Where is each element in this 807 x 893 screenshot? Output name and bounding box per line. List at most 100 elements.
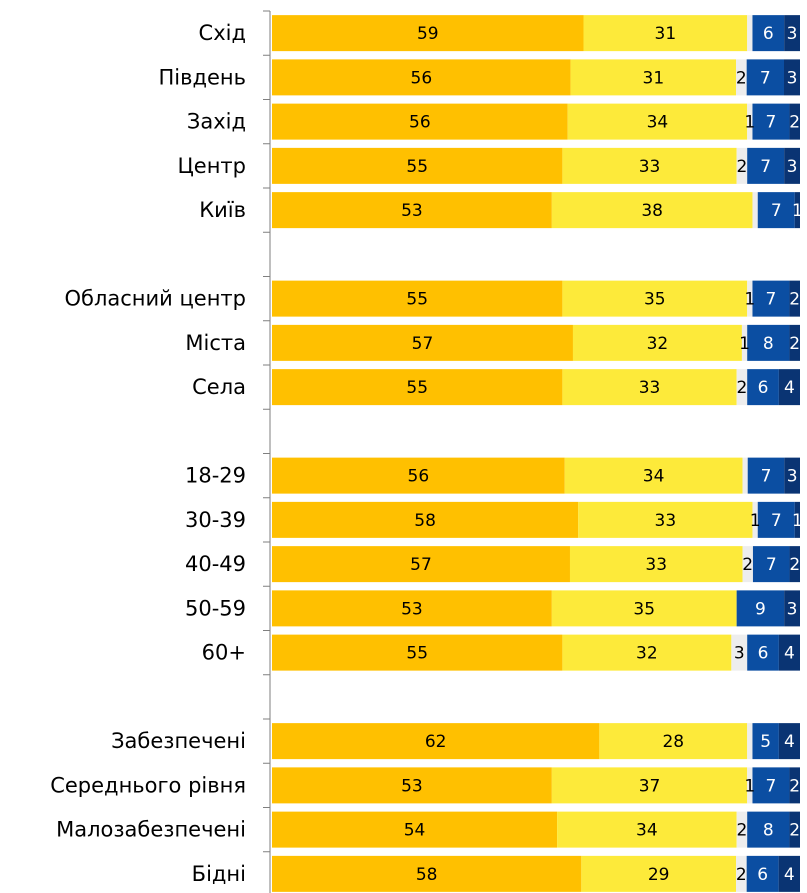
data-label: 7	[766, 776, 777, 796]
data-label: 34	[643, 467, 665, 487]
data-label: 5	[760, 732, 771, 752]
data-label: 62	[425, 732, 447, 752]
data-label: 2	[736, 68, 747, 88]
data-label: 2	[737, 821, 748, 841]
bar-segment	[272, 280, 563, 317]
data-label: 58	[414, 511, 436, 531]
data-label: 6	[758, 378, 769, 398]
bar-segment	[736, 855, 747, 892]
data-label: 9	[755, 599, 766, 619]
data-label: 3	[787, 467, 798, 487]
bar-segment	[272, 15, 584, 52]
bar-segment	[578, 501, 753, 538]
bar-segment	[747, 369, 779, 406]
category-label: Схід	[199, 21, 246, 45]
bar-segment	[789, 767, 800, 804]
bar-segment	[272, 192, 552, 229]
bar-segment	[784, 15, 800, 52]
bar-segment	[794, 501, 800, 538]
data-label: 4	[784, 732, 795, 752]
bar-segment	[272, 811, 558, 848]
bar-segment	[272, 103, 568, 140]
data-label: 4	[784, 644, 795, 664]
data-label: 2	[737, 378, 748, 398]
bar-segment	[562, 280, 748, 317]
data-label: 55	[406, 157, 428, 177]
bar-segment	[736, 590, 785, 627]
bar-segment	[272, 767, 552, 804]
bar-segment	[747, 634, 779, 671]
category-label: Бідні	[192, 862, 246, 886]
bar-segment	[562, 634, 732, 671]
data-label: 1	[739, 334, 750, 354]
bar-segment	[736, 59, 747, 96]
bar-segment	[557, 811, 737, 848]
bar-segment	[567, 103, 748, 140]
bar-segment	[551, 192, 753, 229]
data-label: 2	[789, 113, 800, 133]
data-label: 7	[761, 467, 772, 487]
category-label: Малозабезпечені	[56, 818, 246, 842]
category-label: Південь	[158, 65, 246, 89]
data-label: 3	[734, 644, 745, 664]
data-label: 1	[792, 511, 803, 531]
data-label: 56	[409, 113, 431, 133]
bar-segment	[789, 103, 800, 140]
data-label: 3	[787, 68, 798, 88]
bar-segment	[752, 501, 758, 538]
bar-segment	[736, 811, 748, 848]
bar-segment	[272, 634, 563, 671]
bar-segment	[747, 811, 790, 848]
bar-segment	[581, 855, 736, 892]
bar-segment	[789, 324, 800, 361]
data-label: 53	[401, 201, 423, 221]
category-label: 50-59	[185, 596, 246, 620]
data-label: 34	[647, 113, 669, 133]
data-label: 2	[789, 290, 800, 310]
bar-segment	[757, 192, 795, 229]
bar-segment	[736, 147, 748, 184]
bar-segment	[272, 369, 563, 406]
data-label: 3	[787, 599, 798, 619]
bar-segment	[746, 855, 779, 892]
data-label: 35	[644, 290, 666, 310]
bar-segment	[747, 723, 753, 760]
data-label: 28	[662, 732, 684, 752]
data-label: 1	[744, 776, 755, 796]
data-label: 2	[737, 157, 748, 177]
data-label: 7	[760, 157, 771, 177]
data-label: 6	[758, 644, 769, 664]
data-label: 58	[416, 865, 438, 885]
data-label: 3	[787, 24, 798, 44]
bar-segment	[272, 457, 565, 494]
data-label: 34	[636, 821, 658, 841]
data-label: 35	[633, 599, 655, 619]
category-label: Обласний центр	[64, 287, 246, 311]
data-label: 6	[763, 24, 774, 44]
bar-segment	[747, 457, 785, 494]
bar-segment	[752, 280, 790, 317]
bar-segment	[784, 457, 800, 494]
data-label: 55	[406, 290, 428, 310]
data-label: 55	[406, 644, 428, 664]
data-label: 56	[411, 68, 433, 88]
data-label: 56	[408, 467, 430, 487]
bar-segment	[741, 324, 748, 361]
bar-segment	[789, 280, 800, 317]
category-labels: Схід Південь Захід Центр Київ Обласний центр М…	[50, 21, 246, 886]
bar-segment	[752, 15, 785, 52]
data-label: 32	[636, 644, 658, 664]
bar-segment	[778, 855, 800, 892]
data-label: 6	[757, 865, 768, 885]
data-label: 33	[655, 511, 677, 531]
data-label: 33	[639, 378, 661, 398]
category-label: Захід	[187, 110, 246, 134]
category-label: Центр	[177, 154, 246, 178]
bar-segment	[599, 723, 748, 760]
bar-segment	[569, 546, 743, 583]
bar-segment	[747, 147, 785, 184]
bar-segment	[752, 767, 790, 804]
data-label: 33	[639, 157, 661, 177]
bar-segment	[272, 855, 582, 892]
